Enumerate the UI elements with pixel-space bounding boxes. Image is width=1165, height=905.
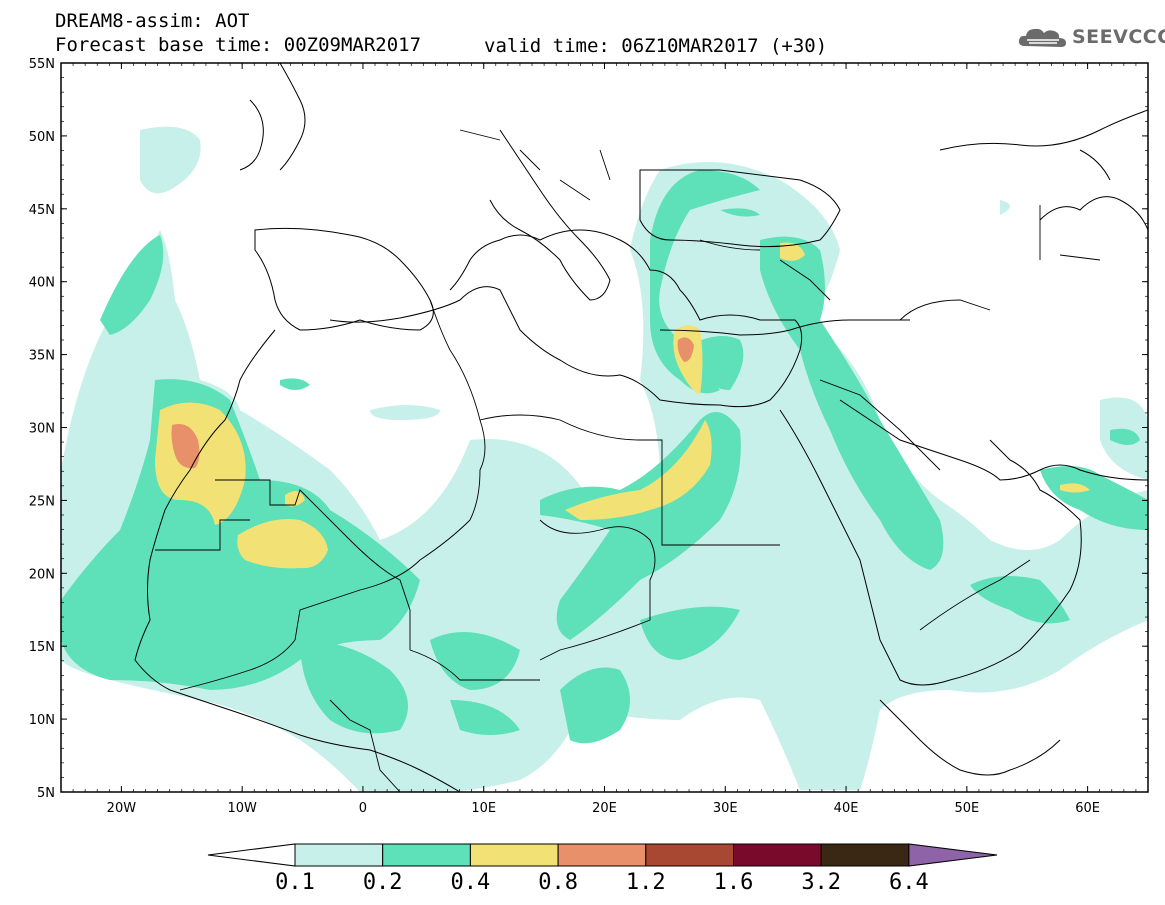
lon-tick-label: 10W bbox=[227, 801, 257, 816]
lat-tick-label: 25N bbox=[29, 494, 55, 509]
colorbar-label: 3.2 bbox=[801, 870, 842, 895]
colorbar-box bbox=[820, 843, 910, 867]
valid-time: valid time: 06Z10MAR2017 (+30) bbox=[484, 35, 828, 57]
colorbar-box bbox=[733, 843, 822, 867]
aot-field bbox=[61, 126, 1148, 792]
lon-tick-label: 60E bbox=[1075, 801, 1100, 816]
borders bbox=[155, 129, 1101, 792]
colorbar bbox=[207, 843, 998, 867]
aot-contour-0.8 bbox=[171, 337, 694, 469]
colorbar-under-triangle bbox=[207, 843, 296, 867]
lat-tick-label: 50N bbox=[29, 130, 55, 145]
lon-tick-label: 20E bbox=[592, 801, 617, 816]
colorbar-box bbox=[469, 843, 559, 867]
lon-tick-label: 50E bbox=[954, 801, 979, 816]
lat-tick-label: 15N bbox=[29, 640, 55, 655]
colorbar-label: 1.2 bbox=[625, 870, 666, 895]
colorbar-label: 1.6 bbox=[713, 870, 754, 895]
colorbar-box bbox=[645, 843, 734, 867]
lat-tick-label: 45N bbox=[29, 203, 55, 218]
lon-tick-label: 30E bbox=[713, 801, 738, 816]
colorbar-label: 0.1 bbox=[275, 870, 315, 895]
lat-tick-label: 5N bbox=[37, 786, 55, 801]
colorbar-label: 0.2 bbox=[362, 870, 403, 895]
colorbar-over-triangle bbox=[908, 843, 998, 867]
lon-tick-label: 10E bbox=[471, 801, 496, 816]
lat-tick-label: 35N bbox=[29, 349, 55, 364]
axis-ticks: 55N 50N 45N 40N 35N 30N 25N 20N 15N 10N 5N 20W 10W 0 1… bbox=[29, 57, 1149, 816]
seevccc-logo: SEEVCCC bbox=[1017, 24, 1165, 50]
lat-tick-label: 10N bbox=[29, 713, 55, 728]
lat-tick-label: 20N bbox=[29, 567, 55, 582]
colorbar-box bbox=[382, 843, 471, 867]
lon-tick-label: 40E bbox=[834, 801, 859, 816]
forecast-base-time: Forecast base time: 00Z09MAR2017 bbox=[55, 34, 422, 56]
coastlines bbox=[134, 63, 1148, 792]
lon-tick-label: 20W bbox=[107, 801, 137, 816]
lat-tick-label: 30N bbox=[29, 422, 55, 437]
map-title: DREAM8-assim: AOT bbox=[55, 10, 250, 32]
colorbar-box bbox=[557, 843, 647, 867]
lon-tick-label: 0 bbox=[359, 801, 367, 816]
cloud-icon bbox=[1018, 28, 1066, 47]
lat-tick-label: 55N bbox=[29, 57, 55, 72]
colorbar-box bbox=[294, 843, 384, 867]
colorbar-label: 6.4 bbox=[889, 870, 929, 895]
colorbar-label: 0.8 bbox=[538, 870, 578, 895]
lat-tick-label: 40N bbox=[29, 276, 55, 291]
colorbar-label: 0.4 bbox=[450, 870, 491, 895]
logo-text: SEEVCCC bbox=[1072, 26, 1165, 48]
